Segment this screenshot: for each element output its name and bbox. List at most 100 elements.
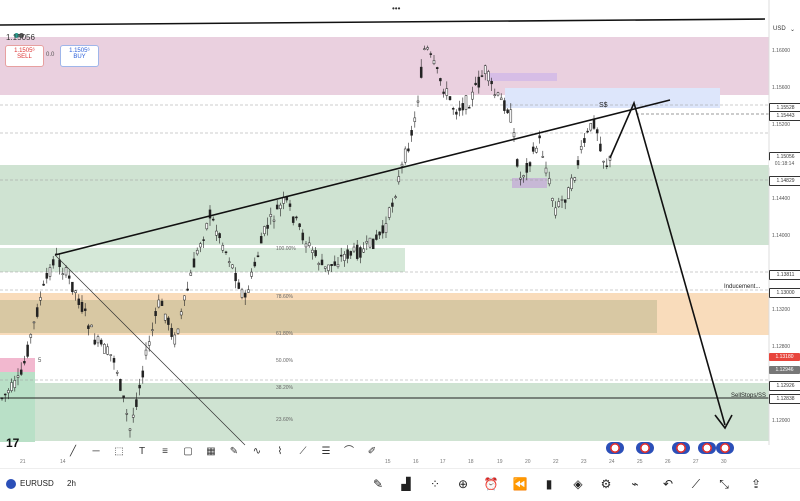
candle-body [410, 130, 413, 136]
candle-body [336, 264, 340, 268]
price-axis-label: 1.12800 [772, 344, 791, 350]
candle-body [461, 103, 465, 111]
candle-body [67, 275, 71, 279]
brush-tool-icon[interactable]: ✎ [229, 446, 239, 457]
candle-body [295, 216, 298, 219]
candle-body [394, 196, 397, 198]
add-icon[interactable]: ⊕ [457, 477, 469, 491]
event-flag-icon[interactable] [672, 442, 690, 454]
callout-tool-icon[interactable]: ⬚ [114, 446, 124, 457]
layouts-icon[interactable]: ⁘ [429, 477, 441, 491]
chevron-down-icon[interactable]: ⌄ [790, 27, 796, 33]
trend-icon[interactable]: ⟋ [691, 477, 701, 491]
measure-tool-icon[interactable]: ⟋ [299, 446, 307, 457]
candle-body [288, 203, 292, 207]
buy-button[interactable]: 1.1505⁶ BUY [60, 45, 99, 67]
candle-body [298, 223, 301, 228]
candle-body [160, 300, 164, 306]
date-axis-label: 25 [637, 459, 643, 465]
timeframe-label[interactable]: 2h [67, 479, 76, 488]
candle-body [391, 202, 394, 207]
candle-body [419, 66, 423, 78]
chart-type-icon[interactable]: ▟ [401, 477, 411, 491]
horizontal-line-tool-icon[interactable]: ─ [92, 446, 100, 457]
wave-tool-icon[interactable]: ∿ [252, 446, 262, 457]
more-options-icon[interactable]: ••• [392, 4, 401, 13]
candle-body [378, 231, 381, 236]
candle-body [227, 261, 231, 264]
candle-body [29, 334, 33, 338]
price-axis-label: 1.13200 [772, 307, 791, 313]
date-axis-label: 16 [413, 459, 419, 465]
event-flag-icon[interactable] [636, 442, 654, 454]
price-axis-label: 1.16000 [772, 48, 791, 54]
pen-tool-icon[interactable]: ✐ [367, 446, 377, 457]
pencil-icon[interactable]: ✎ [372, 477, 384, 491]
candle-body [147, 341, 151, 346]
candle-body [371, 238, 375, 250]
candle-body [349, 251, 353, 256]
settings-icon[interactable]: ⚙ [600, 477, 612, 491]
candle-body [496, 92, 500, 96]
candle-body [531, 146, 535, 152]
share-icon[interactable]: ⇪ [750, 477, 762, 491]
currency-selector[interactable]: USD [773, 26, 786, 32]
candle-body [240, 289, 244, 298]
candle-body [330, 264, 333, 266]
fib-tool-icon[interactable]: ≡ [162, 446, 168, 457]
candle-body [103, 344, 106, 354]
candle-body [397, 176, 401, 183]
path-tool-icon[interactable]: ⌇ [277, 446, 283, 457]
event-flag-icon[interactable] [606, 442, 624, 454]
fullscreen-icon[interactable]: ⤡ [719, 477, 729, 491]
candle-body [448, 96, 452, 101]
sell-label: SELL [17, 54, 32, 60]
replay-icon[interactable]: ⏪ [512, 477, 528, 491]
supply-zone-pink [0, 37, 769, 95]
candle-body [138, 384, 141, 389]
sell-button[interactable]: 1.1505⁶ SELL [5, 45, 44, 67]
lines-tool-icon[interactable]: ☰ [321, 446, 331, 457]
candle-body [387, 207, 391, 218]
candle-body [509, 109, 513, 123]
symbol-label[interactable]: EURUSD [20, 479, 54, 488]
candle-body [429, 53, 433, 55]
candle-body [435, 67, 439, 69]
price-tag-gray: 1.12946 [769, 366, 800, 374]
candle-body [547, 178, 551, 185]
candle-body [599, 143, 602, 152]
candle-body [23, 361, 26, 364]
rectangle-tool-icon[interactable]: ▢ [183, 446, 193, 457]
grid-tool-icon[interactable]: ▦ [206, 446, 216, 457]
ascending-trendline [54, 99, 671, 256]
text-tool-icon[interactable]: T [138, 446, 146, 457]
candle-body [99, 339, 103, 345]
candle-body [490, 80, 493, 85]
indicator-icon[interactable]: ⌁ [631, 477, 639, 491]
candle-body [323, 266, 327, 269]
alert-icon[interactable]: ⏰ [483, 477, 499, 491]
candle-body [179, 311, 183, 316]
event-flag-icon[interactable] [716, 442, 734, 454]
candle-body [291, 216, 295, 223]
candle-body [432, 60, 436, 65]
candle-body [595, 129, 599, 134]
candle-body [39, 297, 42, 301]
candle-body [243, 292, 247, 298]
candle-style-icon[interactable]: ▮ [545, 477, 553, 491]
candle-body [464, 95, 468, 110]
candle-body [483, 65, 487, 75]
candle-body [215, 230, 218, 236]
candle-body [563, 199, 567, 203]
candle-body [368, 237, 372, 248]
trendline-tool-icon[interactable]: ╱ [69, 446, 77, 457]
candle-body [506, 109, 509, 114]
candle-body [51, 259, 55, 266]
undo-icon[interactable]: ↶ [662, 477, 674, 491]
date-axis-label: 21 [20, 459, 26, 465]
candle-body [87, 325, 90, 329]
layers-icon[interactable]: ◈ [573, 477, 583, 491]
curve-tool-icon[interactable]: ⌒ [344, 446, 354, 457]
event-flag-icon[interactable] [698, 442, 716, 454]
